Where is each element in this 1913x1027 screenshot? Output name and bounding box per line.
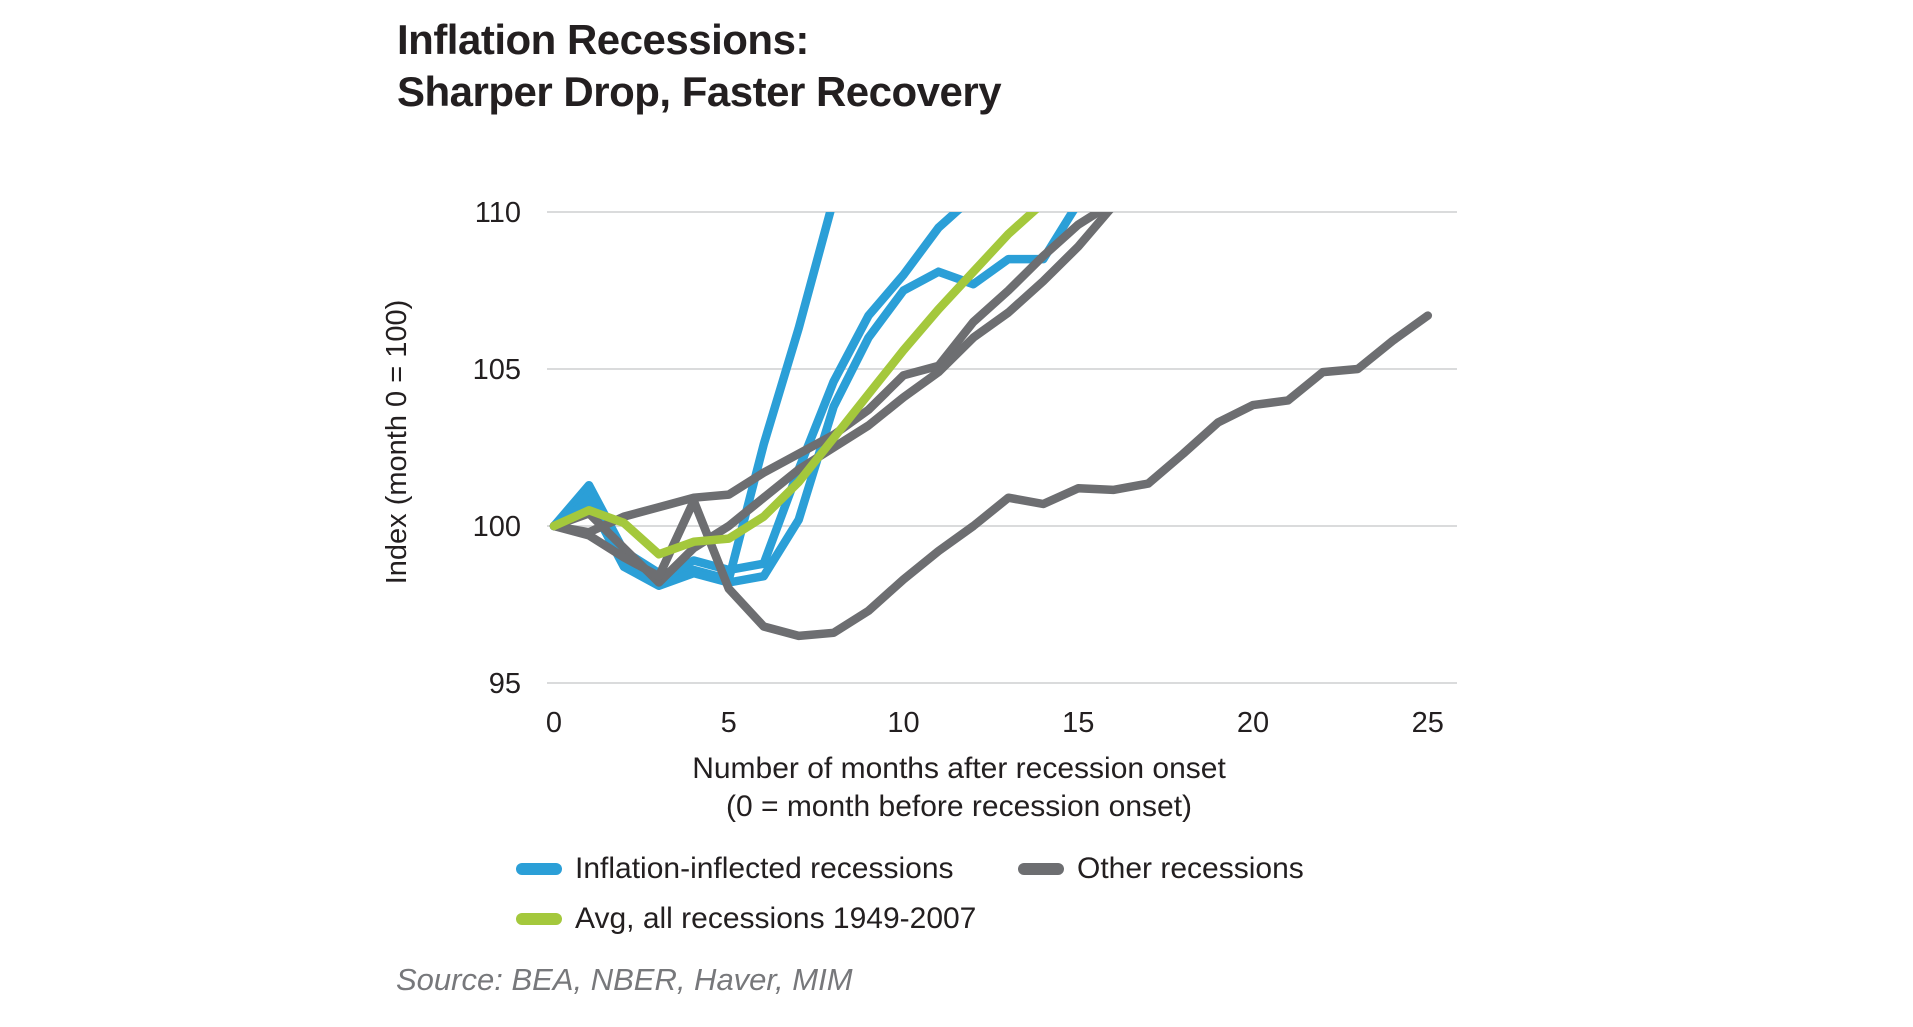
legend-swatch-green (516, 913, 562, 925)
legend-item-average: Avg, all recessions 1949-2007 (516, 900, 976, 938)
x-axis-title: Number of months after recession onset (… (554, 750, 1364, 826)
chart-title-line2: Sharper Drop, Faster Recovery (397, 68, 1002, 115)
y-tick-label-105: 105 (473, 354, 521, 386)
legend-swatch-blue (516, 863, 562, 875)
y-tick-label-100: 100 (473, 511, 521, 543)
x-tick-label-15: 15 (1062, 707, 1094, 739)
x-axis-title-line1: Number of months after recession onset (692, 752, 1226, 785)
chart-title-line1: Inflation Recessions: (397, 16, 809, 63)
legend-label-average: Avg, all recessions 1949-2007 (575, 902, 977, 935)
legend-item-inflation: Inflation-inflected recessions (516, 850, 954, 888)
x-axis-title-line2: (0 = month before recession onset) (725, 790, 1193, 823)
series-line-other-recession-3 (549, 311, 1433, 641)
legend-label-inflation: Inflation-inflected recessions (575, 852, 954, 885)
legend-label-other: Other recessions (1077, 852, 1304, 885)
x-tick-label-25: 25 (1412, 707, 1444, 739)
x-tick-label-5: 5 (721, 707, 737, 739)
y-tick-label-95: 95 (489, 668, 521, 700)
series-line-other-recession-1 (549, 212, 1107, 537)
legend-swatch-gray (1018, 863, 1064, 875)
chart-title: Inflation Recessions: Sharper Drop, Fast… (397, 14, 1002, 118)
y-axis-title: Index (month 0 = 100) (381, 300, 413, 585)
series-lines (549, 212, 1433, 641)
series-line-avg-all-recessions (549, 212, 1040, 559)
x-tick-label-10: 10 (887, 707, 919, 739)
x-tick-label-0: 0 (546, 707, 562, 739)
y-tick-label-110: 110 (475, 197, 521, 229)
legend-item-other: Other recessions (1018, 850, 1304, 888)
source-note: Source: BEA, NBER, Haver, MIM (396, 962, 853, 997)
x-tick-label-20: 20 (1237, 707, 1269, 739)
